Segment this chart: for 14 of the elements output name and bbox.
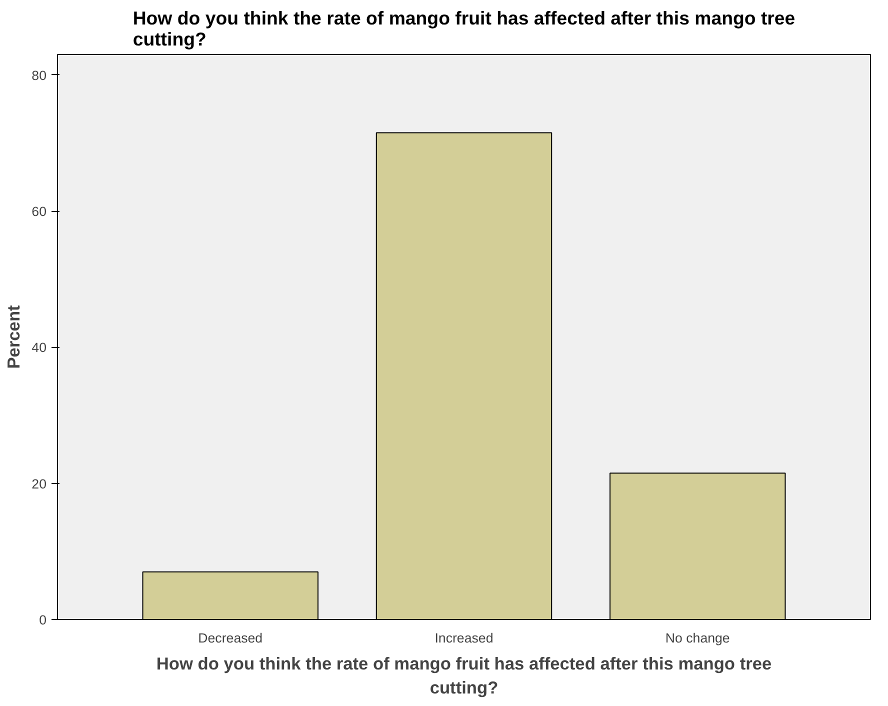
x-tick-label: Increased <box>434 630 494 646</box>
x-tick-label: No change <box>665 630 730 646</box>
y-tick-label: 0 <box>39 612 47 628</box>
bar <box>376 132 552 620</box>
y-tick-label: 80 <box>32 68 47 83</box>
y-tick-label: 60 <box>32 204 47 220</box>
chart-title: How do you think the rate of mango fruit has affected after this mango tree cutting? <box>132 8 796 50</box>
bar <box>610 472 786 620</box>
x-tick-label: Decreased <box>198 630 263 646</box>
y-axis-title: Percent <box>4 304 24 369</box>
y-tick-label: 40 <box>32 340 47 356</box>
y-tick-label: 20 <box>32 476 47 492</box>
bar <box>142 571 318 620</box>
x-axis-title: How do you think the rate of mango fruit has affected after this mango tree cutting? <box>156 654 772 698</box>
